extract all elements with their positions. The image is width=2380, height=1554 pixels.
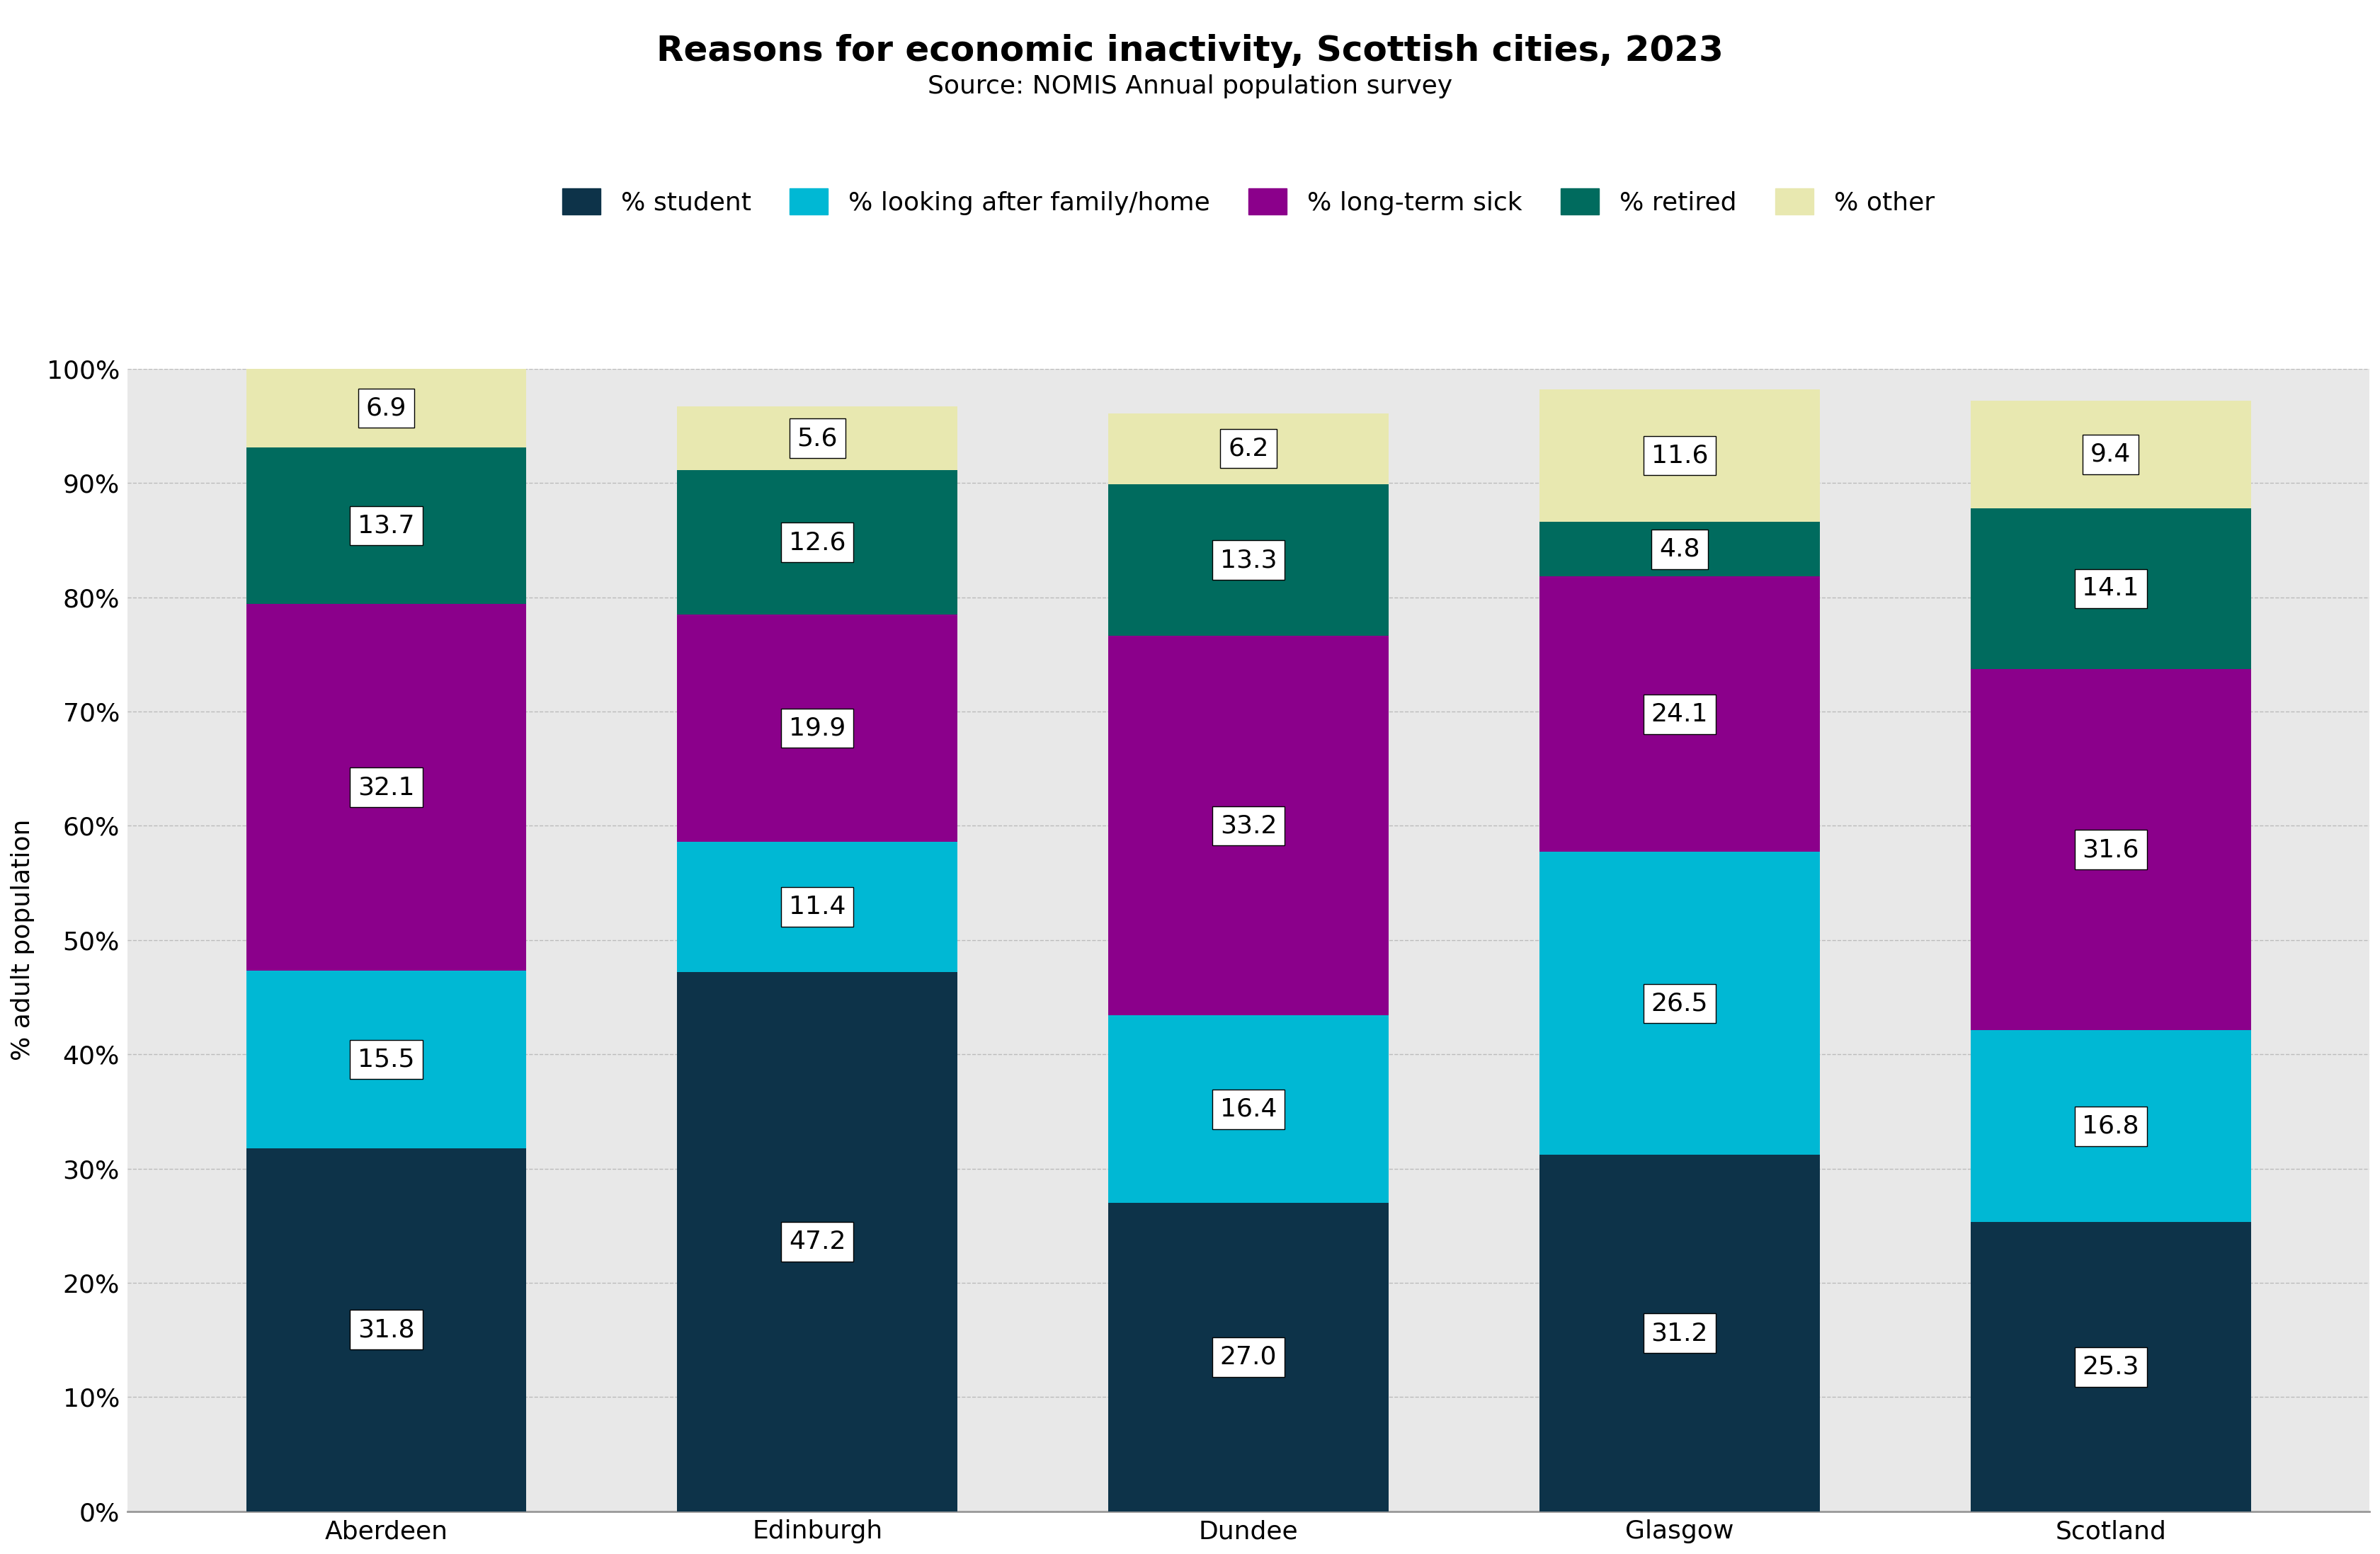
Text: 11.4: 11.4 — [788, 895, 845, 918]
Text: 13.3: 13.3 — [1221, 549, 1278, 572]
Text: 9.4: 9.4 — [2090, 443, 2130, 466]
Text: 24.1: 24.1 — [1652, 702, 1709, 726]
Text: 32.1: 32.1 — [357, 775, 414, 799]
Bar — [678, 614, 957, 842]
Text: 6.2: 6.2 — [1228, 437, 1269, 460]
Text: 14.1: 14.1 — [2082, 577, 2140, 601]
Bar — [678, 471, 957, 614]
Legend: % student, % looking after family/home, % long-term sick, % retired, % other: % student, % looking after family/home, … — [550, 176, 1947, 228]
Bar — [1109, 483, 1388, 636]
Bar — [1971, 670, 2251, 1030]
Bar — [1971, 1223, 2251, 1512]
Text: 31.2: 31.2 — [1652, 1321, 1709, 1346]
Bar — [1540, 1155, 1821, 1512]
Bar — [245, 605, 526, 971]
Text: 31.8: 31.8 — [357, 1318, 414, 1341]
Text: 33.2: 33.2 — [1221, 814, 1278, 838]
Text: 25.3: 25.3 — [2082, 1355, 2140, 1378]
Text: 15.5: 15.5 — [357, 1047, 414, 1072]
Text: 5.6: 5.6 — [797, 426, 838, 451]
Text: Source: NOMIS Annual population survey: Source: NOMIS Annual population survey — [928, 75, 1452, 98]
Bar — [245, 368, 526, 448]
Text: 12.6: 12.6 — [788, 530, 845, 555]
Bar — [1109, 636, 1388, 1015]
Bar — [245, 1148, 526, 1512]
Text: 27.0: 27.0 — [1221, 1346, 1278, 1369]
Y-axis label: % adult population: % adult population — [10, 819, 36, 1061]
Text: 31.6: 31.6 — [2082, 838, 2140, 862]
Text: 6.9: 6.9 — [367, 396, 407, 420]
Bar — [1540, 388, 1821, 522]
Text: 26.5: 26.5 — [1652, 991, 1709, 1015]
Text: 47.2: 47.2 — [788, 1229, 845, 1254]
Bar — [1109, 1203, 1388, 1512]
Text: 11.6: 11.6 — [1652, 443, 1709, 468]
Text: Reasons for economic inactivity, Scottish cities, 2023: Reasons for economic inactivity, Scottis… — [657, 34, 1723, 68]
Text: 19.9: 19.9 — [788, 716, 845, 740]
Bar — [245, 971, 526, 1148]
Bar — [678, 842, 957, 973]
Bar — [1109, 1015, 1388, 1203]
Bar — [678, 406, 957, 471]
Bar — [1971, 401, 2251, 508]
Text: 13.7: 13.7 — [357, 514, 414, 538]
Bar — [678, 973, 957, 1512]
Bar — [1540, 577, 1821, 852]
Text: 4.8: 4.8 — [1659, 538, 1699, 561]
Bar — [1971, 508, 2251, 670]
Text: 16.4: 16.4 — [1221, 1097, 1278, 1120]
Bar — [1540, 522, 1821, 577]
Bar — [1971, 1030, 2251, 1223]
Text: 16.8: 16.8 — [2082, 1114, 2140, 1139]
Bar — [245, 448, 526, 605]
Bar — [1540, 852, 1821, 1155]
Bar — [1109, 413, 1388, 483]
